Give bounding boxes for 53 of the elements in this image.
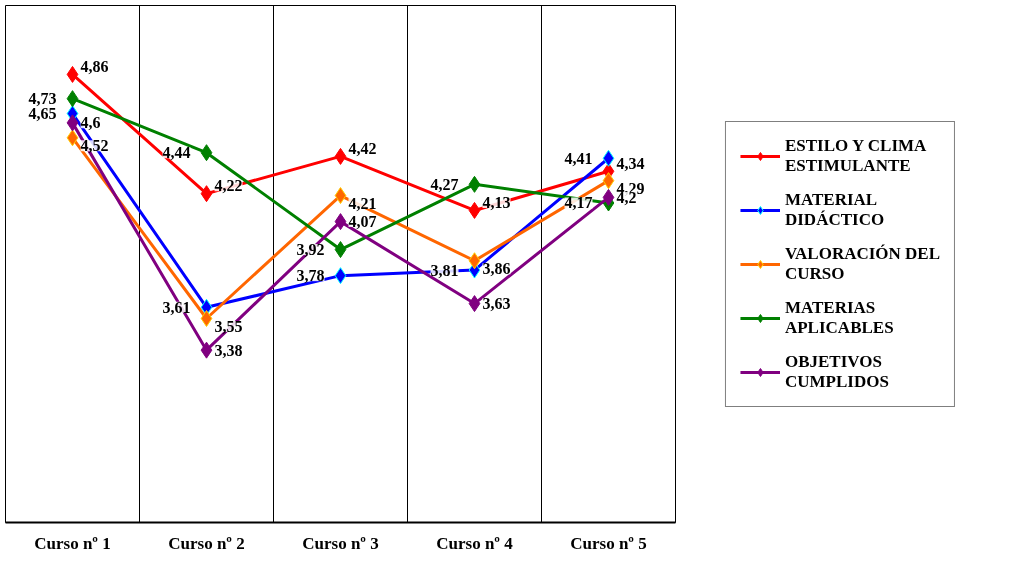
- point: [334, 187, 347, 205]
- point: [334, 147, 347, 165]
- point: [602, 188, 615, 206]
- data-label: 3,55: [214, 317, 243, 335]
- data-label: 4,52: [80, 137, 109, 155]
- data-label: 4,21: [348, 195, 377, 213]
- data-label: 3,92: [296, 241, 325, 259]
- legend-label: VALORACIÓN DEL CURSO: [784, 243, 941, 284]
- data-label: 4,34: [616, 154, 645, 172]
- data-label: 4,44: [162, 144, 191, 162]
- data-label: 3,61: [162, 298, 191, 316]
- data-label: 3,86: [482, 260, 511, 278]
- point: [66, 90, 79, 108]
- legend-label: MATERIAS APLICABLES: [784, 297, 894, 338]
- point: [200, 341, 213, 359]
- data-label: 4,42: [348, 139, 377, 157]
- data-label: 4,6: [80, 114, 101, 132]
- point: [200, 185, 213, 203]
- x-tick-label: Curso nº 3: [302, 533, 379, 553]
- x-tick-label: Curso nº 4: [436, 533, 514, 553]
- point: [468, 175, 481, 193]
- point: [602, 149, 615, 167]
- point: [468, 201, 481, 219]
- point: [334, 213, 347, 231]
- data-label: 3,78: [296, 267, 325, 285]
- data-label: 4,65: [28, 105, 57, 123]
- legend-label: ESTILO Y CLIMA ESTIMULANTE: [784, 135, 927, 176]
- data-label: 4,22: [214, 177, 243, 195]
- point: [468, 252, 481, 270]
- point: [66, 129, 79, 147]
- data-label: 4,73: [28, 90, 57, 108]
- data-label: 4,17: [564, 194, 593, 212]
- legend-label: OBJETIVOS CUMPLIDOS: [784, 351, 889, 392]
- data-label: 4,86: [80, 57, 109, 75]
- data-label: 4,13: [482, 193, 511, 211]
- point: [200, 309, 213, 327]
- point: [334, 241, 347, 259]
- point: [200, 144, 213, 162]
- point: [66, 114, 79, 132]
- point: [602, 172, 615, 190]
- point: [66, 65, 79, 83]
- point: [334, 267, 347, 285]
- data-label: 3,63: [482, 295, 511, 313]
- data-label: 4,07: [348, 213, 377, 231]
- data-label: 3,38: [214, 341, 243, 359]
- x-tick-label: Curso nº 2: [168, 533, 245, 553]
- data-label: 4,27: [430, 175, 459, 193]
- data-label: 3,81: [430, 261, 459, 279]
- x-tick-label: Curso nº 5: [570, 533, 647, 553]
- point: [468, 295, 481, 313]
- x-tick-label: Curso nº 1: [34, 533, 111, 553]
- legend-label: MATERIAL DIDÁCTICO: [784, 189, 885, 230]
- data-label: 4,41: [564, 149, 593, 167]
